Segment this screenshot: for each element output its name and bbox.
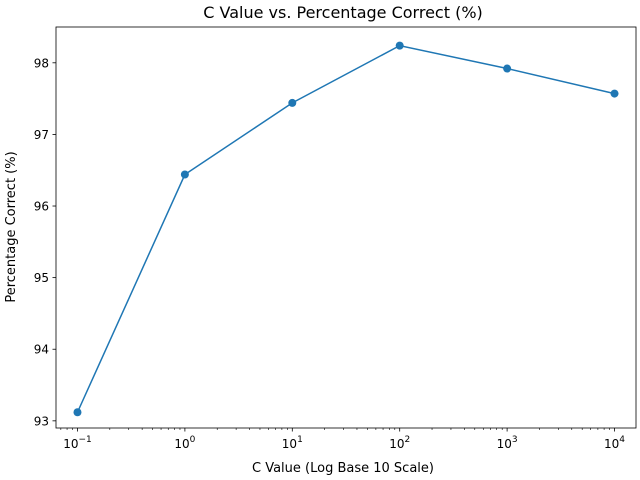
y-tick-label: 95: [34, 271, 49, 285]
y-tick-label: 96: [34, 200, 49, 214]
y-axis-label: Percentage Correct (%): [4, 151, 19, 302]
y-tick-label: 94: [34, 343, 49, 357]
data-point: [73, 408, 82, 417]
y-tick-label: 93: [34, 414, 49, 428]
data-point: [395, 41, 404, 50]
series-line: [76, 44, 615, 413]
data-point: [610, 89, 619, 98]
x-tick-label: 100: [174, 435, 195, 451]
x-tick-label: 104: [604, 435, 625, 451]
y-tick-label: 97: [34, 128, 49, 142]
data-point: [288, 98, 297, 107]
x-tick-label: 103: [497, 435, 518, 451]
plot-frame: [55, 26, 637, 429]
data-point: [180, 170, 189, 179]
chart-title: C Value vs. Percentage Correct (%): [203, 3, 483, 22]
y-tick-label: 98: [34, 56, 49, 70]
data-point: [503, 64, 512, 73]
x-axis-label: C Value (Log Base 10 Scale): [252, 461, 434, 476]
plot-area: 10−1 100 101 102 103 104 93 94 95 96 97 98: [34, 26, 637, 451]
x-tick-label: 101: [282, 435, 303, 451]
x-tick-label: 10−1: [63, 435, 92, 451]
x-tick-label: 102: [389, 435, 410, 451]
